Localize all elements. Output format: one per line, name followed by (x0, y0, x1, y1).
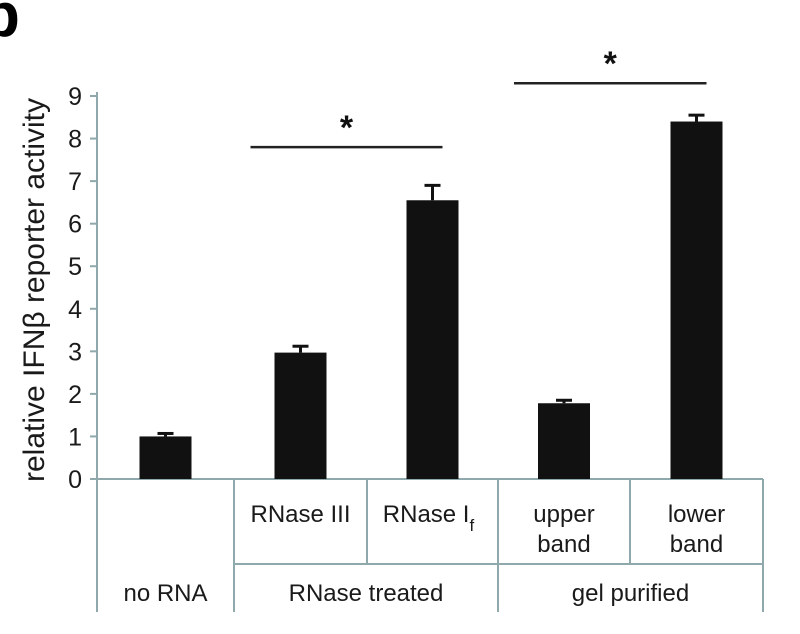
y-tick-label: 5 (68, 253, 82, 281)
y-tick-label: 6 (68, 211, 82, 239)
y-tick-label: 2 (68, 381, 82, 409)
significance-layer: ** (250, 45, 707, 149)
y-tick-label: 7 (68, 168, 82, 196)
y-tick-label: 8 (68, 126, 82, 154)
y-tick-label: 1 (68, 423, 82, 451)
y-axis-label: relative IFNβ reporter activity (18, 98, 51, 482)
category-label: RNase III (250, 501, 350, 528)
y-tick-label: 0 (68, 466, 82, 494)
y-tick-label: 4 (68, 296, 82, 324)
category-labels-layer: RNase III RNase If upper band lower band no RN… (123, 501, 725, 607)
panel-label: b (0, 0, 20, 50)
category-label: band (670, 531, 723, 558)
bar (538, 403, 590, 479)
bar (406, 200, 459, 479)
significance-star: * (604, 45, 618, 83)
bar (139, 436, 192, 479)
bar (670, 121, 723, 480)
category-label: upper (533, 501, 594, 528)
bar (274, 352, 327, 479)
category-label: lower (668, 501, 725, 528)
group-label: no RNA (123, 580, 207, 607)
axis-layer: 0 1 2 3 4 5 6 7 8 9 (68, 83, 764, 612)
y-tick-label: 9 (68, 83, 82, 111)
category-label: band (537, 531, 590, 558)
category-label: RNase If (383, 501, 475, 535)
bars-layer (139, 113, 723, 480)
y-tick-label: 3 (68, 338, 82, 366)
group-label: gel purified (572, 580, 689, 607)
significance-star: * (340, 109, 354, 147)
group-label: RNase treated (289, 580, 444, 607)
